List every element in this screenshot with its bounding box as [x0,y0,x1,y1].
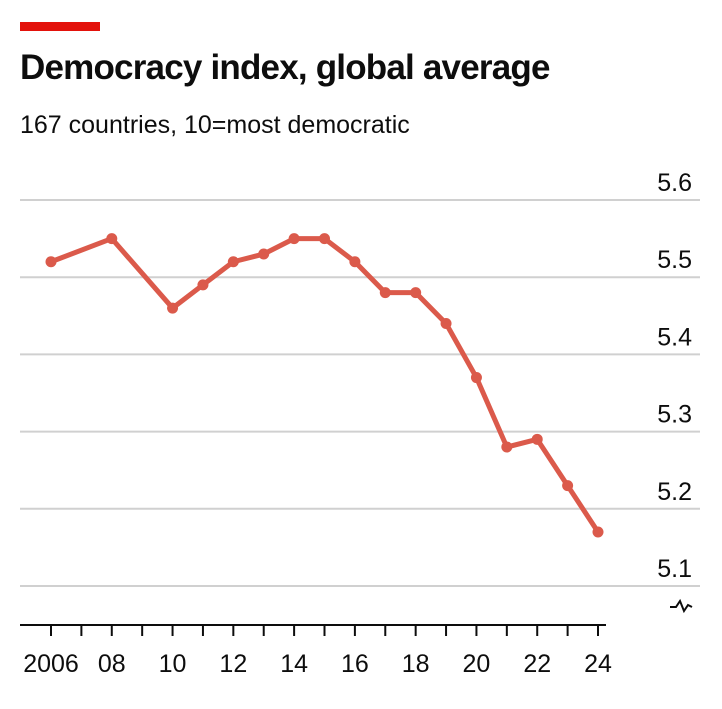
data-point [470,372,482,384]
data-point [197,279,209,291]
x-tick-label: 24 [584,650,612,678]
x-tick-label: 22 [523,650,551,678]
data-point [227,256,239,268]
y-tick-label: 5.3 [657,401,692,429]
x-axis [20,624,606,636]
x-tick-label: 2006 [23,650,79,678]
data-series [45,233,604,538]
series-line [48,236,601,535]
data-point [501,441,513,453]
y-tick-label: 5.1 [657,555,692,583]
data-point [106,233,118,245]
data-point [440,318,452,330]
brand-accent-bar [20,22,100,31]
x-tick-label: 14 [280,650,308,678]
axis-break-icon [670,598,693,614]
y-tick-label: 5.4 [657,323,692,351]
x-tick-label: 08 [98,650,126,678]
data-point [167,302,179,314]
data-point [45,256,57,268]
gridlines [20,199,700,587]
data-point [531,433,543,445]
x-tick-label: 18 [402,650,430,678]
chart-subtitle: 167 countries, 10=most democratic [20,111,410,139]
data-point [288,233,300,245]
y-tick-label: 5.2 [657,478,692,506]
x-axis-labels: 2006 08 10 12 14 16 18 20 22 24 [23,650,612,678]
x-tick-label: 12 [219,650,247,678]
data-point [410,287,422,299]
x-tick-label: 16 [341,650,369,678]
y-tick-label: 5.5 [657,246,692,274]
data-point [349,256,361,268]
data-point [319,233,330,245]
data-point [379,287,391,299]
x-tick-label: 10 [159,650,187,678]
y-tick-label: 5.6 [657,169,692,197]
y-axis-labels: 5.1 5.2 5.3 5.4 5.5 5.6 [657,169,693,614]
chart-title: Democracy index, global average [20,48,550,87]
data-point [258,248,270,260]
data-point [592,526,604,538]
x-tick-label: 20 [463,650,491,678]
data-point [562,480,574,492]
